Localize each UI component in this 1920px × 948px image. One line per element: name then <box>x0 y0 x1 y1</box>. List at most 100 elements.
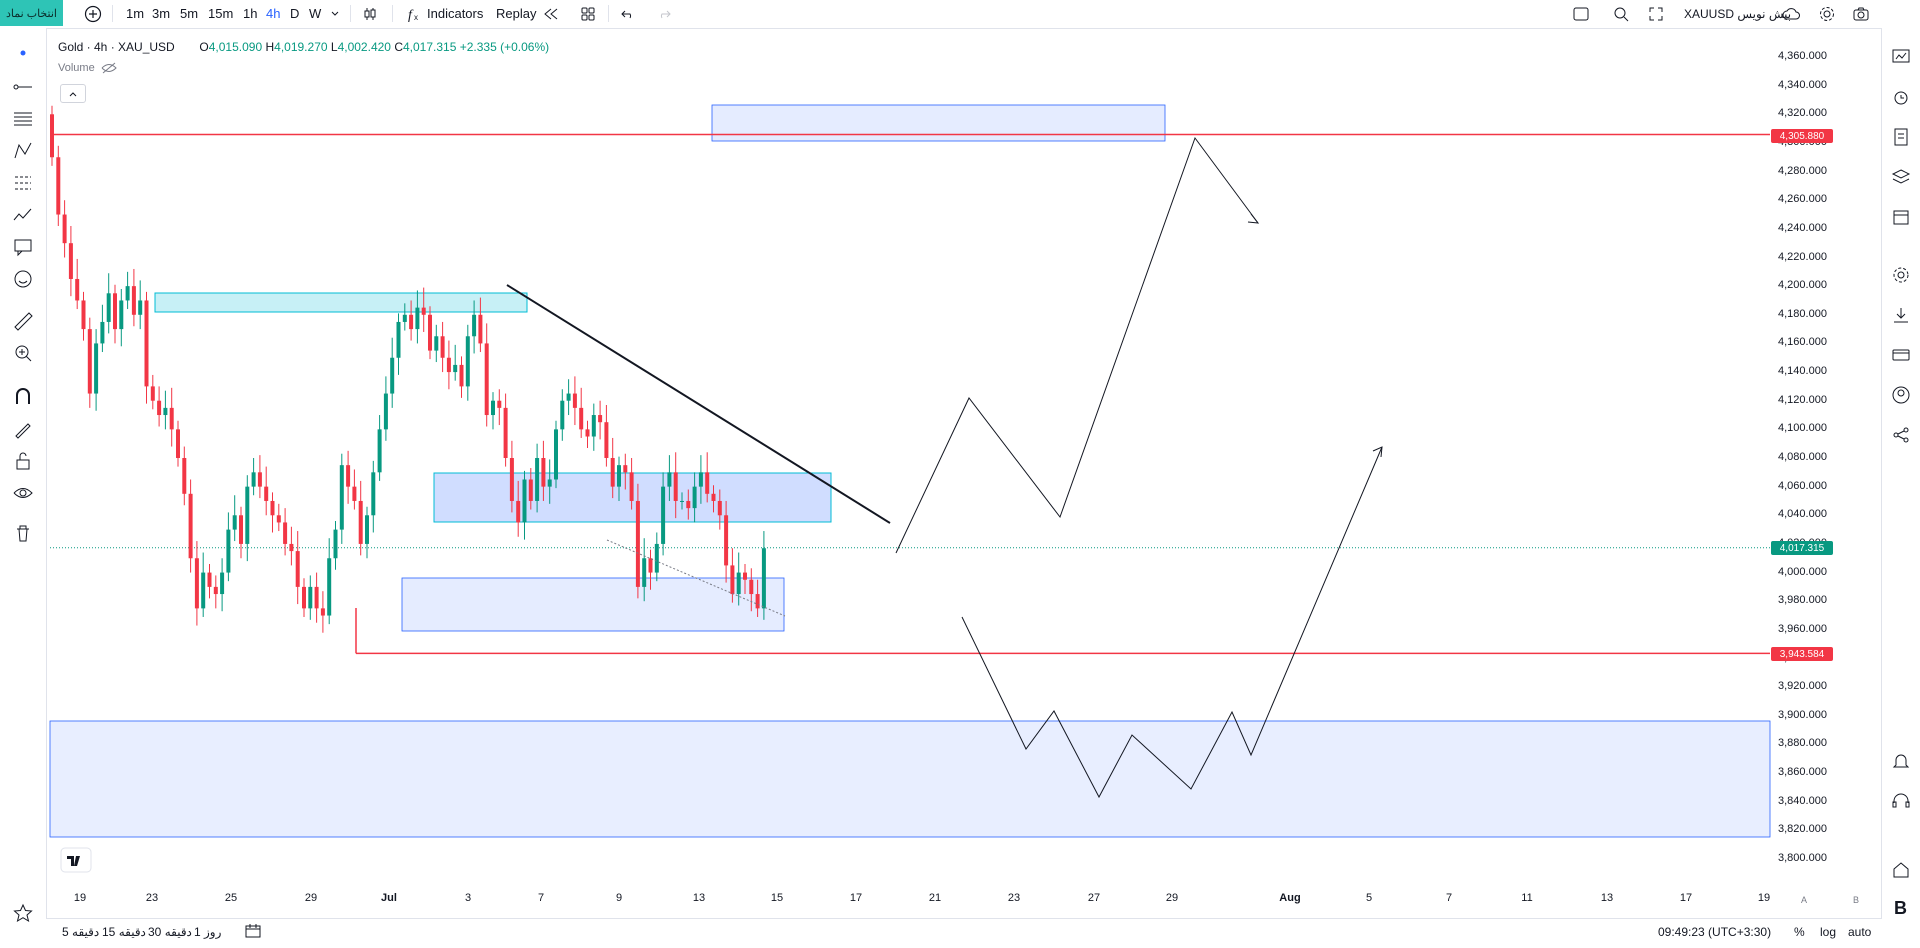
timeframe-15m[interactable]: 15m <box>208 6 234 21</box>
candle <box>491 392 495 430</box>
symbol-search-button[interactable]: انتخاب نماد <box>0 0 63 26</box>
quick-search-icon[interactable] <box>1612 4 1630 23</box>
date-range-calendar-icon[interactable] <box>244 923 262 942</box>
alarm-clock-icon[interactable] <box>1890 86 1912 108</box>
candle-body <box>87 329 92 394</box>
range-5m[interactable]: 5 دقیقه <box>62 925 100 939</box>
forecast-icon[interactable] <box>12 204 34 226</box>
pattern-icon[interactable] <box>12 140 34 162</box>
timeframe-4h[interactable]: 4h <box>266 6 281 21</box>
log-toggle[interactable]: log <box>1820 925 1837 939</box>
candles-type-icon[interactable] <box>362 4 378 23</box>
notification-bell-icon[interactable] <box>1890 750 1912 772</box>
expand-icon[interactable] <box>1648 4 1664 23</box>
candle <box>673 452 678 519</box>
svg-text:B: B <box>1894 898 1907 917</box>
candle-body <box>560 400 565 430</box>
candle-body <box>497 400 502 408</box>
time-tick-label: 23 <box>145 892 159 904</box>
candle-body <box>264 486 269 501</box>
download-icon[interactable] <box>1890 304 1912 326</box>
layers-icon[interactable] <box>1890 166 1912 188</box>
range-1d[interactable]: 1 روز <box>194 925 222 939</box>
chevron-down-icon[interactable] <box>330 4 340 23</box>
star-icon[interactable] <box>12 902 34 924</box>
timeframe-3m[interactable]: 3m <box>152 6 171 21</box>
price-tick-label: 3,840.000 <box>1778 794 1827 807</box>
symbol-title[interactable]: Gold · 4h · XAU_USD <box>58 40 175 54</box>
candle <box>698 455 703 504</box>
calendar-icon[interactable] <box>1890 206 1912 228</box>
candle-body <box>169 407 174 430</box>
eye-icon[interactable] <box>12 482 34 504</box>
replay-icon[interactable] <box>542 4 560 23</box>
candle-body <box>327 558 332 616</box>
settings-gear-icon[interactable] <box>1890 264 1912 286</box>
watchlist-icon[interactable] <box>1890 46 1912 68</box>
timeframe-5m[interactable]: 5m <box>180 6 199 21</box>
cloud-sync-icon[interactable] <box>1782 4 1802 23</box>
candle <box>308 575 313 620</box>
redo-icon[interactable] <box>656 4 672 23</box>
timeframe-d[interactable]: D <box>290 6 300 21</box>
card-icon[interactable] <box>1890 344 1912 366</box>
headset-icon[interactable] <box>1890 790 1912 812</box>
low-label: L <box>330 40 338 54</box>
replay-button[interactable]: Replay <box>496 6 537 21</box>
timeframe-1h[interactable]: 1h <box>243 6 258 21</box>
time-tick-label: 19 <box>1757 892 1771 904</box>
gear-icon[interactable] <box>1818 4 1836 23</box>
notes-icon[interactable] <box>1890 126 1912 148</box>
user-icon[interactable] <box>1890 384 1912 406</box>
annotation-icon[interactable] <box>12 236 34 258</box>
bars-b-icon[interactable]: B <box>1852 895 1859 905</box>
volume-label[interactable]: Volume <box>58 62 95 74</box>
layout-grid-icon[interactable] <box>580 4 596 23</box>
range-15m[interactable]: 15 دقیقه <box>102 925 146 939</box>
candle-body <box>68 243 73 279</box>
change-value: +2.335 (+0.06%) <box>459 40 550 54</box>
candle-body <box>276 515 281 523</box>
fullscreen-square-icon[interactable] <box>1572 4 1590 23</box>
share-icon[interactable] <box>1890 424 1912 446</box>
candle <box>163 390 168 430</box>
range-30m[interactable]: 30 دقیقه <box>148 925 192 939</box>
magnet-icon[interactable] <box>12 386 34 408</box>
lock-drawing-icon[interactable] <box>12 418 34 440</box>
eye-hidden-icon[interactable] <box>101 62 117 74</box>
right-symbol-label[interactable]: XAUUSD پیش نویس <box>1684 6 1792 21</box>
trend-line-icon[interactable] <box>12 76 34 98</box>
candle <box>75 258 80 310</box>
ruler-icon[interactable] <box>12 310 34 332</box>
home-icon[interactable] <box>1890 858 1912 880</box>
indicators-button[interactable]: Indicators <box>427 6 484 21</box>
camera-icon[interactable] <box>1852 4 1870 23</box>
clock-time[interactable]: 09:49:23 (UTC+3:30) <box>1658 925 1772 939</box>
timeframe-1m[interactable]: 1m <box>126 6 145 21</box>
collapse-legend-button[interactable] <box>60 84 86 103</box>
candle-body <box>453 364 458 373</box>
candle-body <box>365 515 369 544</box>
emoji-icon[interactable] <box>12 268 34 290</box>
auto-toggle[interactable]: auto <box>1848 925 1872 939</box>
timeframe-w[interactable]: W <box>309 6 322 21</box>
cursor-dot-icon[interactable] <box>12 42 34 64</box>
horizontal-lines-icon[interactable] <box>12 108 34 130</box>
price-tick-label: 4,080.000 <box>1778 451 1827 463</box>
percent-toggle[interactable]: % <box>1794 925 1805 939</box>
candle <box>692 472 697 523</box>
zoom-in-icon[interactable] <box>12 342 34 364</box>
support-price-badge: 3,943.584 <box>1771 647 1833 661</box>
candle <box>610 437 615 499</box>
undo-icon[interactable] <box>620 4 636 23</box>
candle <box>327 538 332 625</box>
fib-icon[interactable] <box>12 172 34 194</box>
trash-icon[interactable] <box>12 522 34 544</box>
auto-scale-a-icon[interactable]: A <box>1800 895 1807 905</box>
brand-b-icon[interactable]: B <box>1890 896 1912 918</box>
add-symbol-icon[interactable] <box>84 4 102 23</box>
unlock-icon[interactable] <box>12 450 34 472</box>
candle <box>402 303 407 331</box>
